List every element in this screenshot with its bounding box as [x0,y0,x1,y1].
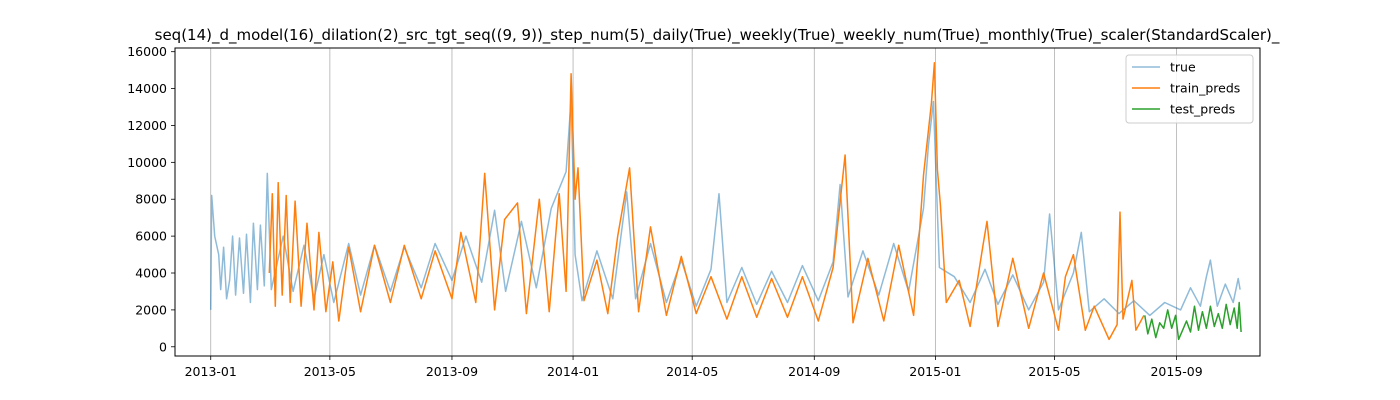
x-tick-label: 2014-09 [788,364,840,379]
y-tick-label: 8000 [135,192,167,207]
x-tick-label: 2015-05 [1028,364,1080,379]
legend: true train_preds test_preds [1126,55,1253,123]
legend-label: test_preds [1170,102,1235,117]
legend-label: true [1170,60,1196,75]
y-tick-label: 6000 [135,229,167,244]
legend-label: train_preds [1170,81,1240,96]
y-tick-label: 14000 [127,81,167,96]
x-tick-label: 2015-09 [1150,364,1202,379]
y-tick-label: 2000 [135,302,167,317]
y-tick-label: 16000 [127,44,167,59]
x-tick-label: 2014-05 [666,364,718,379]
y-tick-label: 10000 [127,155,167,170]
y-tick-label: 0 [159,339,167,354]
y-tick-label: 4000 [135,266,167,281]
x-tick-label: 2013-01 [185,364,237,379]
x-tick-label: 2013-09 [426,364,478,379]
y-tick-label: 12000 [127,118,167,133]
x-tick-label: 2015-01 [909,364,961,379]
chart-title: seq(14)_d_model(16)_dilation(2)_src_tgt_… [155,26,1280,45]
x-tick-label: 2014-01 [547,364,599,379]
x-tick-label: 2013-05 [304,364,356,379]
